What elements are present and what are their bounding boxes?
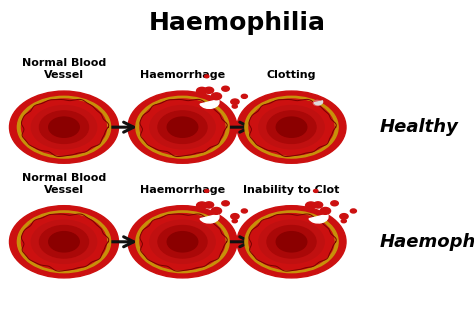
Text: Normal Blood
Vessel: Normal Blood Vessel — [22, 173, 106, 195]
Circle shape — [128, 206, 237, 278]
Circle shape — [259, 220, 324, 263]
Circle shape — [222, 201, 229, 206]
Circle shape — [306, 202, 316, 209]
Text: Healthy: Healthy — [379, 118, 458, 136]
Circle shape — [245, 211, 338, 273]
Circle shape — [313, 202, 323, 208]
Text: Haemorrhage: Haemorrhage — [140, 70, 225, 80]
Circle shape — [167, 117, 198, 137]
Circle shape — [276, 117, 307, 137]
Text: Inability to Clot: Inability to Clot — [243, 185, 340, 195]
Wedge shape — [200, 214, 219, 223]
Circle shape — [197, 87, 207, 95]
Circle shape — [21, 99, 107, 155]
Circle shape — [204, 87, 214, 93]
Circle shape — [249, 214, 334, 270]
Circle shape — [331, 201, 338, 206]
Circle shape — [197, 202, 207, 209]
Circle shape — [21, 214, 107, 270]
Circle shape — [245, 96, 338, 158]
Circle shape — [313, 100, 321, 106]
Circle shape — [136, 96, 229, 158]
Text: Haemophilia: Haemophilia — [379, 233, 474, 251]
Circle shape — [267, 111, 316, 143]
Circle shape — [18, 96, 110, 158]
Circle shape — [276, 232, 307, 252]
Circle shape — [31, 106, 97, 149]
Circle shape — [211, 93, 221, 100]
Wedge shape — [309, 214, 328, 223]
Circle shape — [49, 232, 79, 252]
Circle shape — [231, 99, 239, 105]
Circle shape — [204, 75, 209, 78]
Circle shape — [204, 202, 214, 208]
Circle shape — [259, 106, 324, 149]
Circle shape — [39, 225, 89, 258]
Circle shape — [320, 208, 330, 214]
Text: Clotting: Clotting — [267, 70, 316, 80]
Wedge shape — [314, 101, 323, 105]
Circle shape — [313, 189, 318, 192]
Circle shape — [150, 106, 215, 149]
Circle shape — [158, 225, 207, 258]
Circle shape — [31, 220, 97, 263]
Circle shape — [231, 214, 239, 219]
Circle shape — [39, 111, 89, 143]
Circle shape — [241, 209, 247, 213]
Circle shape — [222, 86, 229, 91]
Circle shape — [341, 219, 346, 223]
Circle shape — [49, 117, 79, 137]
Circle shape — [232, 219, 237, 223]
Circle shape — [18, 211, 110, 273]
Circle shape — [9, 206, 119, 278]
Text: Haemophilia: Haemophilia — [148, 11, 326, 35]
Circle shape — [237, 206, 346, 278]
Circle shape — [128, 91, 237, 163]
Circle shape — [140, 99, 225, 155]
Circle shape — [237, 91, 346, 163]
Wedge shape — [200, 100, 219, 108]
Circle shape — [150, 220, 215, 263]
Circle shape — [136, 211, 229, 273]
Circle shape — [340, 214, 348, 219]
Circle shape — [9, 91, 119, 163]
Text: Haemorrhage: Haemorrhage — [140, 185, 225, 195]
Circle shape — [211, 208, 221, 214]
Circle shape — [140, 214, 225, 270]
Text: Normal Blood
Vessel: Normal Blood Vessel — [22, 58, 106, 80]
Circle shape — [350, 209, 356, 213]
Circle shape — [267, 225, 316, 258]
Circle shape — [204, 189, 209, 192]
Circle shape — [158, 111, 207, 143]
Circle shape — [232, 105, 237, 108]
Circle shape — [249, 99, 334, 155]
Circle shape — [241, 94, 247, 98]
Circle shape — [167, 232, 198, 252]
